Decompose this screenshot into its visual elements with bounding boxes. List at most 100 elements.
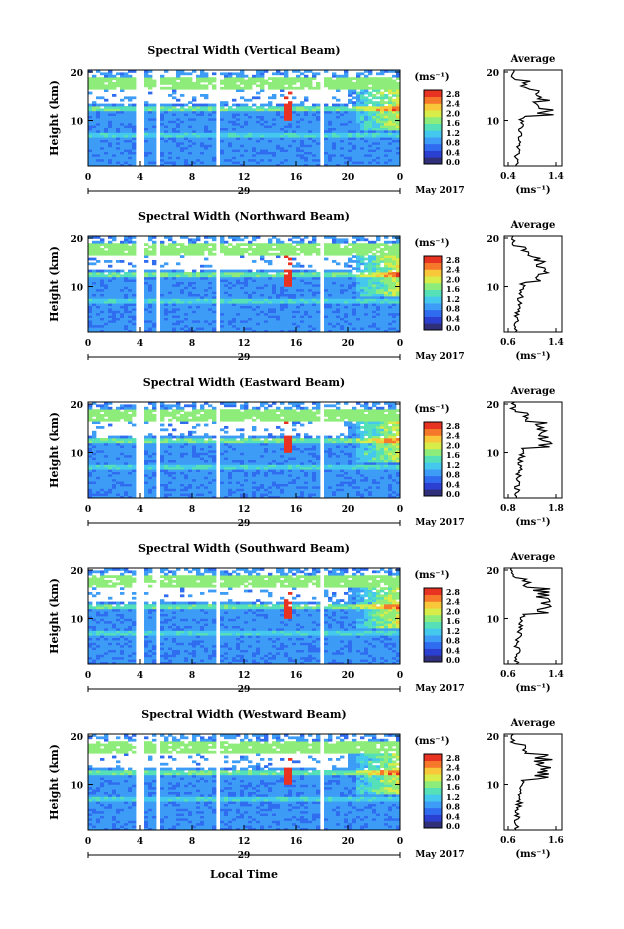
heatmap-cell [176,142,181,145]
heatmap-cell [272,279,277,282]
heatmap-cell [112,158,117,162]
heatmap-cell [144,303,149,306]
heatmap-cell [116,118,121,121]
heatmap-cell [312,163,317,167]
heatmap-cell [304,142,309,145]
heatmap-cell [232,322,237,326]
heatmap-cell [176,252,181,256]
heatmap-cell [344,305,349,309]
heatmap-cell [196,279,201,282]
heatmap-cell [252,142,257,145]
heatmap-cell [244,279,249,282]
heatmap-cell [128,248,133,251]
heatmap-cell [364,108,369,112]
heatmap-cell [356,248,361,251]
heatmap-cell [272,125,277,128]
heatmap-cell [132,158,137,162]
heatmap-cell [164,115,169,119]
heatmap-cell [388,103,393,107]
heatmap-cell [164,142,169,145]
colorbar-segment [424,269,442,277]
heatmap-cell [340,158,345,162]
heatmap-cell [96,279,101,282]
heatmap-cell [212,308,217,311]
heatmap-cell [352,267,357,270]
heatmap-cell [172,248,177,251]
heatmap-cell [248,315,253,318]
heatmap-cell [160,252,165,256]
heatmap-cell [360,77,365,80]
heatmap-cell [220,134,225,138]
heatmap-cell [224,286,229,290]
heatmap-cell [196,274,201,278]
heatmap-cell [104,72,109,76]
heatmap-cell [328,274,333,278]
heatmap-cell [356,96,361,100]
heatmap-cell [372,322,377,326]
heatmap-cell [168,106,173,109]
heatmap-cell [112,132,117,136]
heatmap-cell [116,84,121,88]
heatmap-cell [348,269,353,273]
heatmap-cell [160,272,165,275]
heatmap-cell [132,122,137,126]
heatmap-cell [184,303,189,306]
heatmap-cell [292,77,297,80]
heatmap-cell [384,274,389,278]
heatmap-cell [116,284,121,287]
heatmap-cell [108,240,113,244]
heatmap-cell [348,322,353,326]
heatmap-cell [280,252,285,256]
heatmap-cell [300,269,305,273]
heatmap-cell [356,101,361,104]
heatmap-cell [360,139,365,143]
heatmap-cell [128,103,133,107]
heatmap-cell [236,303,241,306]
heatmap-cell [180,118,185,121]
heatmap-cell [268,245,273,249]
heatmap-cell [364,139,369,143]
heatmap-cell [268,320,273,323]
heatmap-cell [116,120,121,124]
heatmap-cell [348,77,353,80]
heatmap-cell [92,122,97,126]
heatmap-cell [160,156,165,160]
heatmap-cell [152,269,157,273]
heatmap-cell [120,84,125,88]
heatmap-cell [324,310,329,314]
heatmap-cell [268,84,273,88]
heatmap-cell [124,118,129,121]
heatmap-cell [352,127,357,131]
heatmap-cell [224,329,229,333]
heatmap-cell [176,115,181,119]
heatmap-cell [284,300,289,304]
heatmap-cell [128,142,133,145]
heatmap-cell [232,305,237,309]
heatmap-cell [196,303,201,306]
heatmap-cell [236,279,241,282]
heatmap-cell [252,298,257,302]
heatmap-cell [396,303,401,306]
heatmap-cell [380,298,385,302]
heatmap-cell [252,156,257,160]
heatmap-cell [160,276,165,280]
heatmap-cell [260,248,265,251]
heatmap-cell [352,134,357,138]
heatmap-cell [256,106,261,109]
heatmap-cell [92,317,97,321]
heatmap-cell [96,243,101,246]
heatmap-cell [212,296,217,299]
heatmap-cell [308,274,313,278]
heatmap-cell [368,298,373,302]
heatmap-cell [96,281,101,285]
heatmap-cell [276,284,281,287]
heatmap-cell [108,248,113,251]
heatmap-cell [252,296,257,299]
heatmap-cell [324,139,329,143]
heatmap-cell [332,245,337,249]
heatmap-cell [288,113,293,116]
heatmap-cell [264,130,269,133]
heatmap-cell [200,106,205,109]
heatmap-cell [172,79,177,83]
heatmap-cell [256,156,261,160]
